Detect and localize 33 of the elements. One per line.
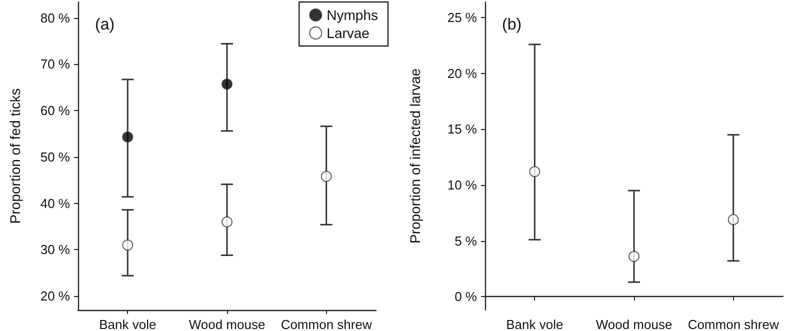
point <box>628 250 640 262</box>
y-tick-label: 70 % <box>40 56 70 72</box>
y-tick-label: 40 % <box>40 196 70 211</box>
legend-label: Larvae <box>326 25 370 41</box>
text: (a) <box>95 16 115 34</box>
y-tick-label: 25 % <box>447 10 478 26</box>
y-axis-title: Proportion of fed ticks <box>7 88 23 224</box>
y-tick-label: 0 % <box>454 289 478 304</box>
y-tick-label: 10 % <box>447 178 478 193</box>
point <box>122 131 134 142</box>
y-tick-label: 15 % <box>447 122 478 137</box>
point <box>122 240 134 251</box>
x-tick-label: Common shrew <box>688 317 780 331</box>
y-tick-label: 20 % <box>447 66 478 81</box>
point <box>529 166 540 178</box>
y-tick-label: 5 % <box>454 233 478 248</box>
x-tick-label: Bank vole <box>99 317 156 331</box>
point <box>222 78 232 90</box>
y-axis-title: Proportion of infected larvae <box>407 68 423 244</box>
x-tick-label: Common shrew <box>280 317 372 331</box>
x-tick-label: Bank vole <box>506 317 564 331</box>
y-tick-label: 60 % <box>40 103 70 118</box>
y-tick-label: 20 % <box>40 288 70 304</box>
text: (b) <box>502 16 522 34</box>
legend-label: Nymphs <box>326 7 378 23</box>
y-tick-label: 30 % <box>40 242 70 258</box>
x-tick-label: Wood mouse <box>188 317 266 331</box>
y-tick-label: 80 % <box>40 10 70 26</box>
y-tick-label: 50 % <box>40 149 70 164</box>
point <box>728 214 739 226</box>
x-tick-label: Wood mouse <box>596 317 672 331</box>
point <box>222 216 232 228</box>
point <box>320 170 332 182</box>
